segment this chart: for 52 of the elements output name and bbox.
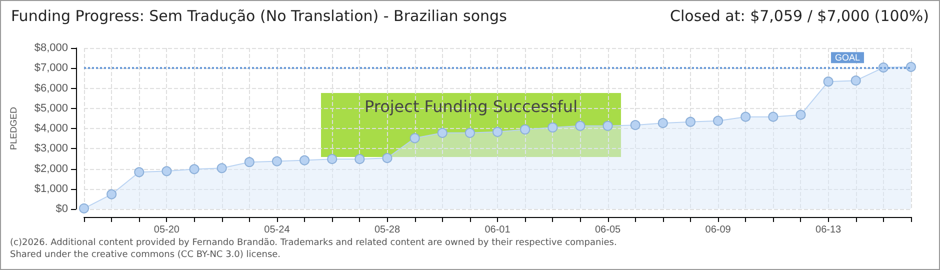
y-tick-label: $0 bbox=[56, 203, 68, 215]
point bbox=[796, 110, 806, 120]
y-tick-label: $7,000 bbox=[34, 62, 68, 74]
point bbox=[189, 164, 200, 174]
ref-line-label: GOAL bbox=[834, 52, 860, 63]
point bbox=[410, 133, 420, 144]
x-tick-label: 05-24 bbox=[264, 224, 290, 236]
chart-title: Funding Progress: Sem Tradução (No Translation) - Brazilian songs bbox=[11, 7, 507, 25]
point bbox=[162, 166, 172, 176]
x-tick-label: 06-05 bbox=[594, 224, 621, 236]
x-tick-label: 06-01 bbox=[484, 224, 511, 236]
point bbox=[272, 156, 282, 166]
point bbox=[79, 203, 89, 214]
point bbox=[548, 122, 558, 132]
point bbox=[327, 154, 338, 164]
point bbox=[658, 118, 668, 128]
text: (c)2026. Additional content provided by Fernando Brandão. Trademarks and related content are owned by their respective companies. bbox=[10, 238, 617, 248]
point bbox=[382, 153, 392, 164]
point bbox=[906, 62, 916, 72]
point bbox=[740, 112, 751, 122]
y-tick-label: $3,000 bbox=[34, 142, 68, 155]
point bbox=[713, 116, 724, 126]
y-tick-label: $5,000 bbox=[34, 102, 68, 114]
point bbox=[437, 128, 448, 138]
point bbox=[850, 76, 861, 86]
point bbox=[216, 163, 227, 174]
point bbox=[520, 124, 530, 135]
chart-subtitle: Closed at: $7,059 / $7,000 (100%) bbox=[670, 7, 929, 25]
point bbox=[768, 112, 778, 122]
point bbox=[106, 189, 117, 200]
point bbox=[134, 167, 144, 178]
y-tick-label: $1,000 bbox=[34, 182, 68, 195]
point bbox=[300, 155, 310, 166]
y-tick-label: $6,000 bbox=[34, 82, 68, 94]
x-tick-label: 05-20 bbox=[154, 224, 180, 236]
x-tick-label: 05-28 bbox=[374, 224, 400, 236]
point bbox=[575, 120, 586, 131]
point bbox=[464, 128, 475, 138]
y-axis-title: PLEDGED bbox=[8, 106, 18, 150]
point bbox=[823, 76, 834, 87]
y-tick-label: $2,000 bbox=[34, 162, 68, 175]
y-tick-label: $8,000 bbox=[34, 42, 68, 54]
point bbox=[630, 120, 640, 130]
x-tick-label: 06-13 bbox=[816, 224, 842, 236]
point bbox=[354, 154, 365, 164]
point bbox=[492, 126, 502, 137]
text: Shared under the creative commons (CC BY-NC 3.0) license. bbox=[10, 250, 281, 260]
point bbox=[602, 120, 613, 131]
point bbox=[685, 116, 696, 127]
point bbox=[244, 157, 254, 168]
y-tick-label: $4,000 bbox=[34, 122, 68, 134]
x-tick-label: 06-09 bbox=[705, 224, 732, 236]
